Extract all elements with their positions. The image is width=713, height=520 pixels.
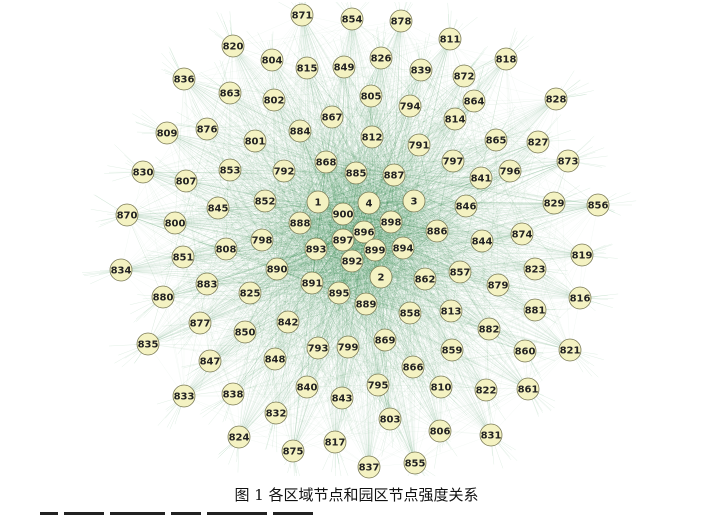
edge <box>570 205 598 350</box>
edge <box>556 99 570 350</box>
